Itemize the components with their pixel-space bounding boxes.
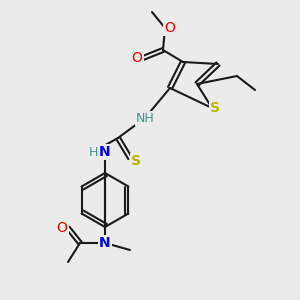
Text: S: S — [131, 154, 141, 168]
Text: O: O — [132, 51, 142, 65]
Text: NH: NH — [136, 112, 154, 124]
Text: O: O — [57, 221, 68, 235]
Text: N: N — [99, 236, 111, 250]
Text: H: H — [88, 146, 98, 158]
Text: S: S — [210, 101, 220, 115]
Text: N: N — [99, 145, 111, 159]
Text: N: N — [99, 145, 111, 159]
Text: O: O — [165, 21, 176, 35]
